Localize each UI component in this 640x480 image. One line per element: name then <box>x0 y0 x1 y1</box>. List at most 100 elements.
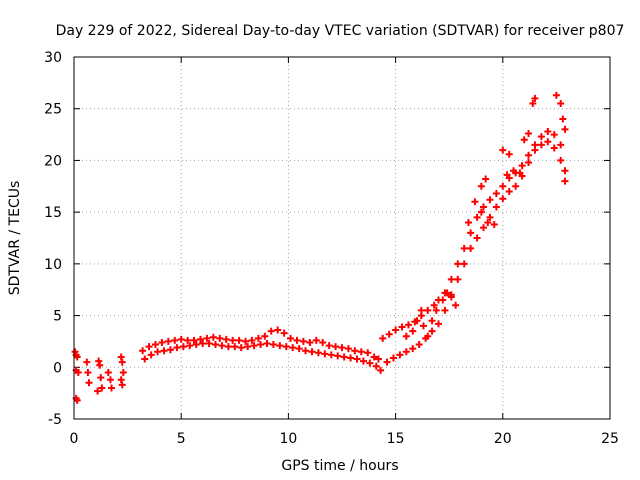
data-point <box>531 94 539 102</box>
data-point <box>351 347 359 355</box>
data-point <box>516 169 524 177</box>
x-tick-label: 20 <box>494 431 512 447</box>
data-point <box>186 342 194 350</box>
data-point <box>447 275 455 283</box>
data-point <box>98 384 106 392</box>
data-point <box>357 348 365 356</box>
x-tick-label: 0 <box>70 431 79 447</box>
data-point <box>117 353 125 361</box>
data-point <box>374 355 382 363</box>
data-point <box>525 151 533 159</box>
data-point <box>385 330 393 338</box>
y-axis-label: SDTVAR / TECUs <box>7 181 23 296</box>
data-point <box>276 342 284 350</box>
data-point <box>108 384 116 392</box>
data-point <box>117 376 125 384</box>
data-point <box>409 327 417 335</box>
data-point <box>396 351 404 359</box>
data-point <box>312 336 320 344</box>
y-tick-label: 25 <box>44 102 62 118</box>
data-point <box>398 323 406 331</box>
data-point <box>525 158 533 166</box>
data-point <box>280 329 288 337</box>
data-point <box>482 175 490 183</box>
data-points <box>71 91 569 404</box>
data-point <box>314 349 322 357</box>
data-point <box>254 334 262 342</box>
data-point <box>97 374 105 382</box>
data-point <box>550 144 558 152</box>
data-point <box>151 341 159 349</box>
data-point <box>274 326 282 334</box>
data-point <box>550 131 558 139</box>
data-point <box>364 349 372 357</box>
data-point <box>467 229 475 237</box>
y-tick-label: 30 <box>44 50 62 66</box>
data-point <box>231 343 239 351</box>
data-point <box>544 138 552 146</box>
data-point <box>559 115 567 123</box>
y-tick-label: 0 <box>53 360 62 376</box>
data-point <box>160 347 168 355</box>
data-point <box>419 322 427 330</box>
data-point <box>166 346 174 354</box>
data-point <box>267 327 275 335</box>
y-tick-label: 10 <box>44 257 62 273</box>
data-point <box>452 301 460 309</box>
data-point <box>327 351 335 359</box>
data-point <box>173 344 181 352</box>
data-point <box>477 208 485 216</box>
data-point <box>499 195 507 203</box>
data-point <box>344 345 352 353</box>
data-point <box>490 221 498 229</box>
data-point <box>467 244 475 252</box>
data-point <box>454 260 462 268</box>
data-point <box>199 339 207 347</box>
data-point <box>338 344 346 352</box>
data-point <box>250 342 258 350</box>
data-point <box>196 335 204 343</box>
data-point <box>439 296 447 304</box>
data-point <box>74 368 82 376</box>
data-point <box>321 350 329 358</box>
x-tick-label: 15 <box>387 431 405 447</box>
data-point <box>192 341 200 349</box>
data-point <box>308 348 316 356</box>
data-point <box>505 187 513 195</box>
data-point <box>235 336 243 344</box>
data-point <box>263 339 271 347</box>
data-point <box>480 224 488 232</box>
data-point <box>209 333 217 341</box>
y-tick-label: 15 <box>44 205 62 221</box>
data-point <box>505 150 513 158</box>
data-point <box>147 351 155 359</box>
series-main-lower <box>141 138 569 374</box>
data-point <box>537 141 545 149</box>
data-point <box>366 359 374 367</box>
series-early-scatter <box>71 348 127 404</box>
data-point <box>334 352 342 360</box>
data-point <box>106 376 114 384</box>
data-point <box>224 343 232 351</box>
data-point <box>141 355 149 363</box>
data-point <box>347 354 355 362</box>
x-axis-label: GPS time / hours <box>281 458 398 474</box>
data-point <box>473 234 481 242</box>
data-point <box>552 91 560 99</box>
data-point <box>473 213 481 221</box>
data-point <box>145 343 153 351</box>
data-point <box>154 348 162 356</box>
data-point <box>325 342 333 350</box>
data-point <box>428 327 436 335</box>
data-point <box>118 358 126 366</box>
data-point <box>118 381 126 389</box>
data-point <box>295 345 303 353</box>
data-point <box>306 338 314 346</box>
data-point <box>477 182 485 190</box>
data-point <box>499 146 507 154</box>
data-point <box>242 337 250 345</box>
data-point <box>379 334 387 342</box>
data-point <box>184 336 192 344</box>
data-point <box>119 368 127 376</box>
data-point <box>402 348 410 356</box>
